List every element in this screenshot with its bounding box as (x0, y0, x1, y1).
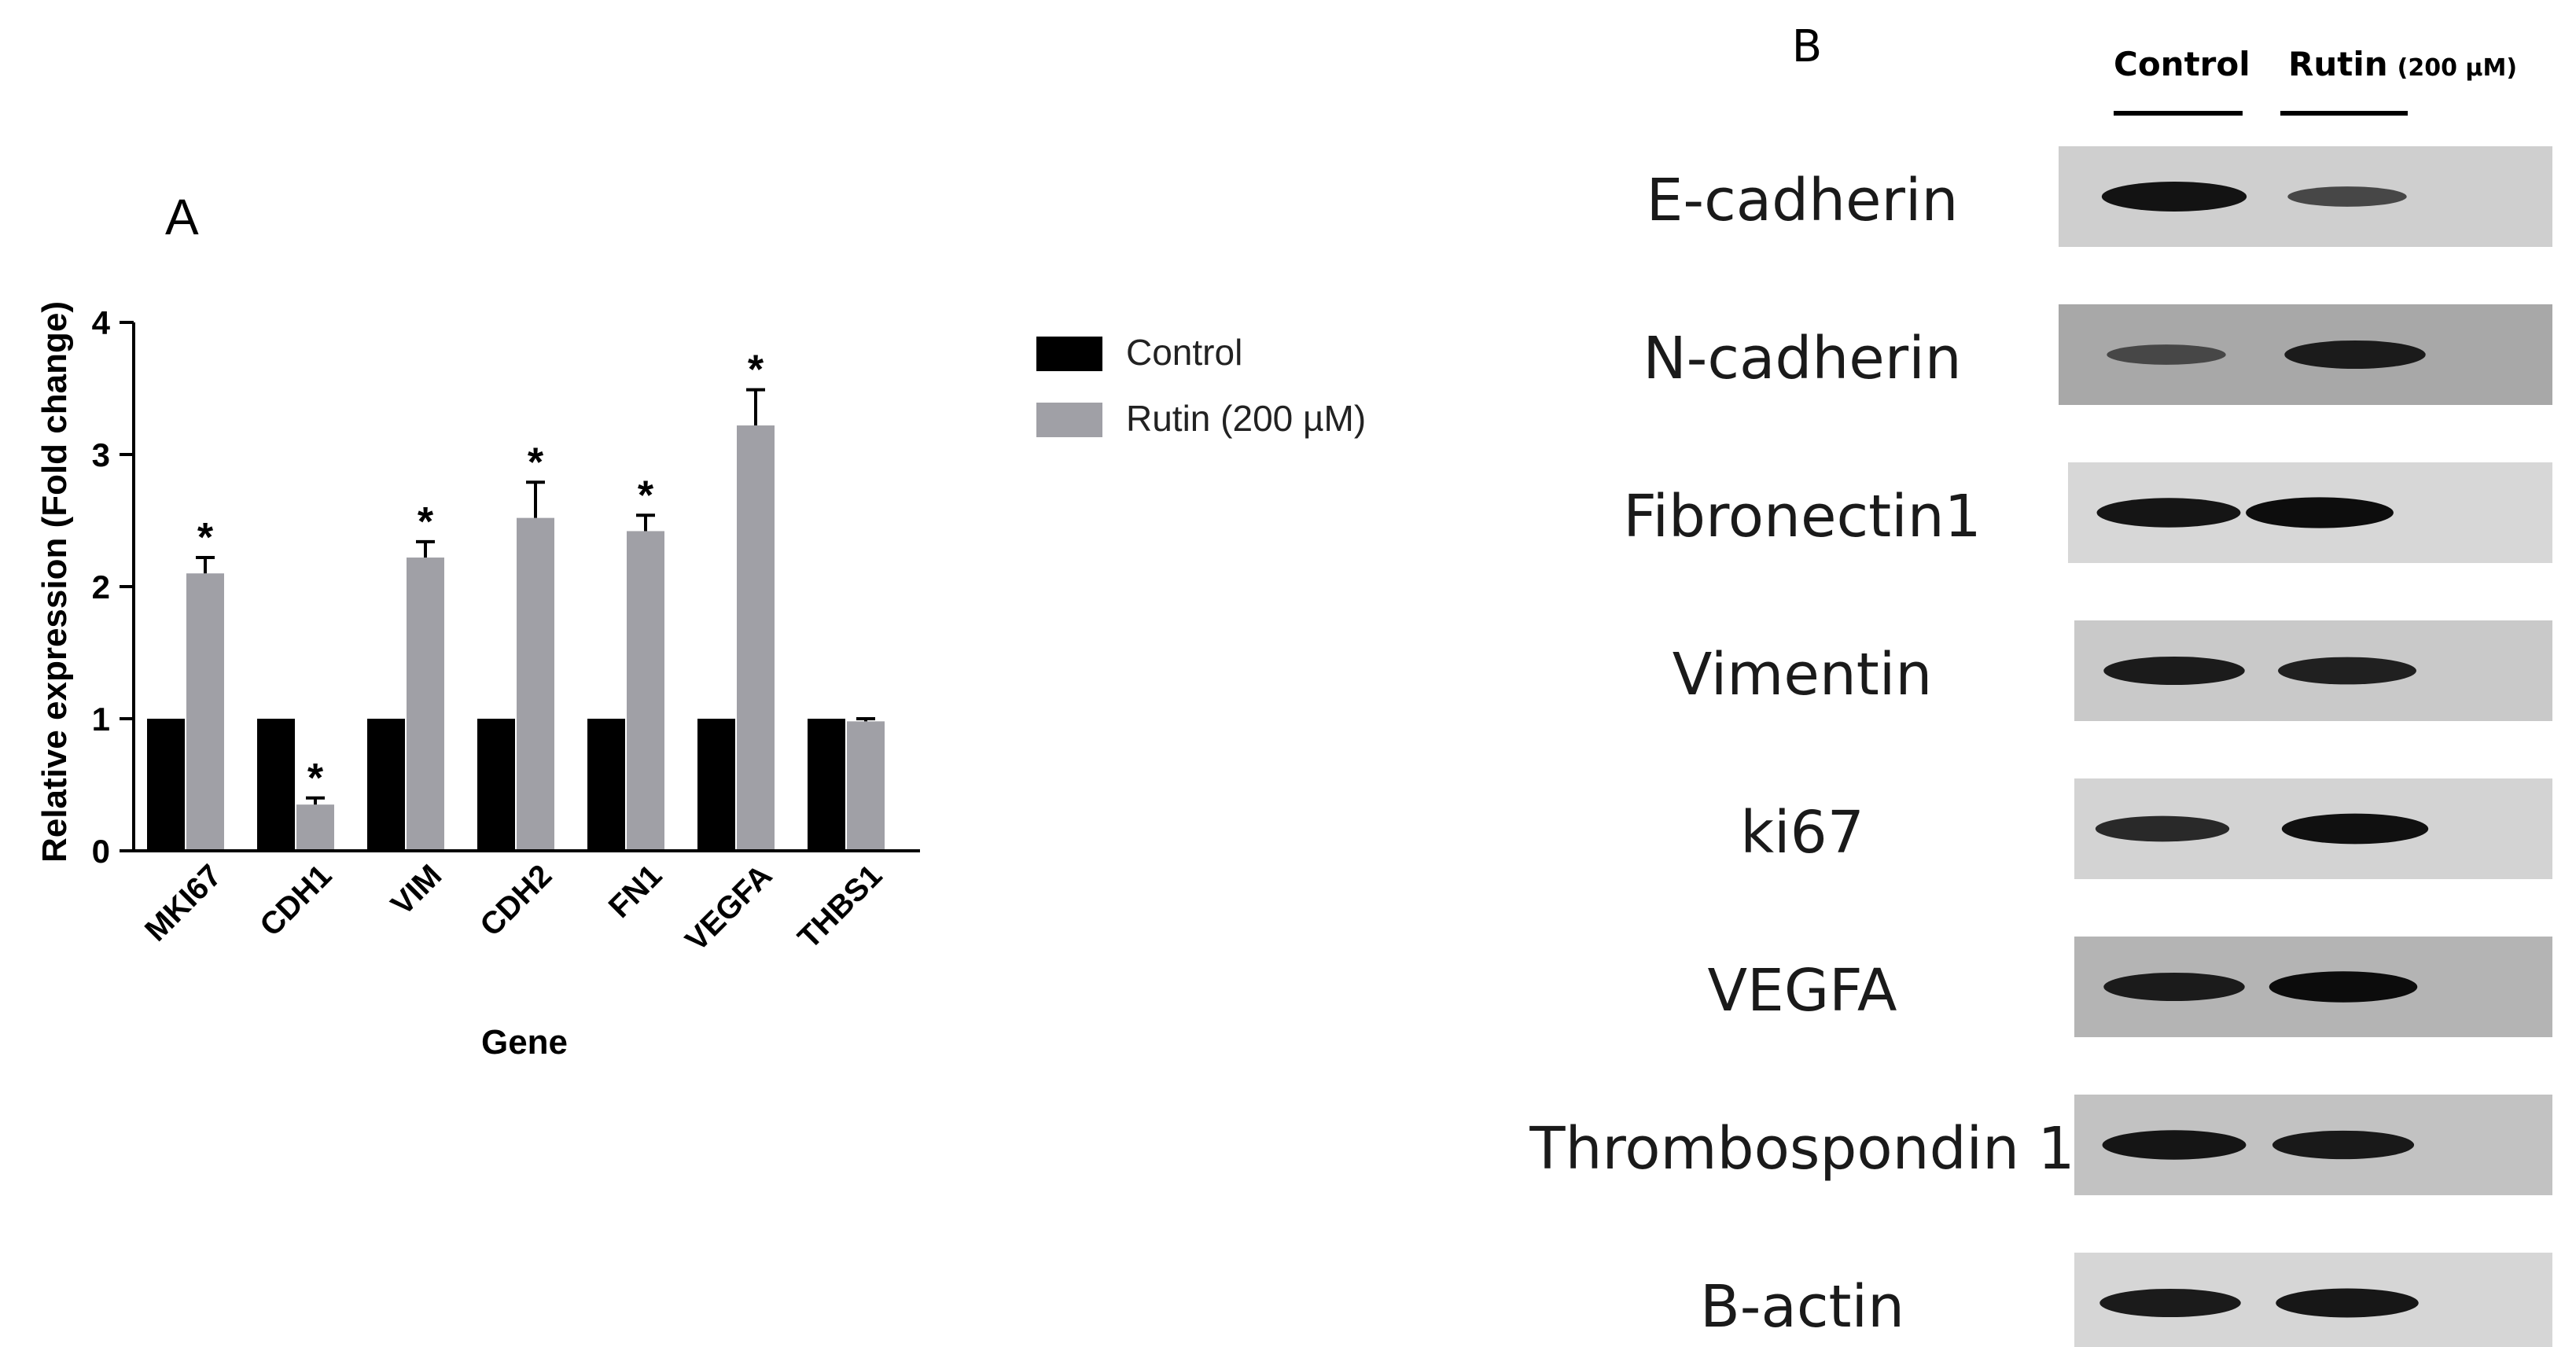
bar (517, 517, 554, 851)
lane-header: Rutin (200 µM) (2288, 45, 2517, 83)
bar (847, 721, 885, 851)
lane-headers: Control Rutin (200 µM) (2114, 45, 2517, 116)
blot-band (2107, 344, 2226, 365)
blot-band (2287, 186, 2407, 207)
category-label: MKI67 (138, 858, 228, 948)
western-blot-panel: B Control Rutin (200 µM) E-cadherin N-cadhe… (1529, 21, 2552, 1347)
protein-label: Thrombospondin 1 (1529, 1115, 2074, 1183)
legend-swatch (1036, 337, 1102, 371)
lane-header: Control (2114, 45, 2250, 83)
significance-marker: * (748, 348, 764, 393)
y-tick-label: 2 (92, 569, 110, 605)
category-label: VIM (385, 858, 448, 922)
bars: * * * * * * (147, 348, 885, 851)
blot-band (2099, 1288, 2241, 1318)
y-tick-label: 0 (92, 833, 110, 870)
bar (147, 719, 185, 851)
significance-marker: * (528, 440, 544, 485)
legend-label: Control (1126, 332, 1242, 373)
y-tick-label: 4 (92, 304, 111, 341)
bar (587, 719, 625, 851)
blot-band (2095, 815, 2230, 842)
y-tick-label: 1 (92, 701, 110, 738)
blot-band (2278, 657, 2416, 685)
blot-band (2284, 340, 2426, 370)
protein-label: N-cadherin (1643, 325, 1961, 392)
protein-label: Fibronectin1 (1623, 483, 1981, 550)
panel-b-label: B (1792, 21, 1822, 72)
significance-marker: * (197, 515, 214, 561)
y-axis-ticks: 0 1 2 3 4 (92, 304, 134, 870)
category-label: VEGFA (679, 858, 778, 958)
protein-label: E-cadherin (1647, 167, 1959, 234)
bar (296, 804, 334, 851)
legend-swatch (1036, 403, 1102, 437)
significance-marker: * (638, 473, 654, 518)
bar (407, 558, 444, 851)
category-label: CDH1 (253, 858, 338, 943)
blot-band (2102, 1130, 2247, 1160)
significance-marker: * (307, 756, 324, 801)
blot-band (2272, 1130, 2415, 1160)
bar (737, 425, 775, 851)
blot-rows: E-cadherin N-cadherin Fibronectin1 Vimentin… (1529, 146, 2552, 1347)
bar (477, 719, 515, 851)
category-label: CDH2 (473, 858, 558, 943)
blot-band (2246, 497, 2394, 528)
blot-band (2269, 971, 2418, 1003)
y-tick-label: 3 (92, 436, 110, 473)
bar (257, 719, 295, 851)
bar (627, 531, 664, 851)
blot-band (2101, 182, 2247, 212)
panel-a-label: A (165, 189, 199, 245)
bar (367, 719, 405, 851)
bar (186, 573, 224, 851)
bar (697, 719, 735, 851)
category-label: THBS1 (792, 858, 889, 955)
protein-label: ki67 (1740, 799, 1864, 867)
bar-chart-panel: A Relative expression (Fold change) Gene… (35, 189, 1366, 1062)
blot-band (2103, 972, 2245, 1002)
blot-band (2103, 656, 2245, 686)
legend: Control Rutin (200 µM) (1036, 332, 1366, 439)
blot-band (2276, 1288, 2419, 1318)
blot-band (2281, 813, 2429, 845)
significance-marker: * (418, 499, 434, 545)
protein-label: Vimentin (1673, 641, 1933, 708)
blot-band (2096, 498, 2241, 528)
category-label: FN1 (602, 858, 669, 925)
bar (808, 719, 845, 851)
x-axis-label: Gene (481, 1023, 568, 1062)
protein-label: VEGFA (1707, 957, 1897, 1025)
category-labels: MKI67 CDH1 VIM CDH2 FN1 VEGFA THBS1 (138, 858, 889, 958)
protein-label: B-actin (1700, 1273, 1904, 1341)
legend-label: Rutin (200 µM) (1126, 398, 1366, 439)
y-axis-label: Relative expression (Fold change) (35, 301, 74, 863)
